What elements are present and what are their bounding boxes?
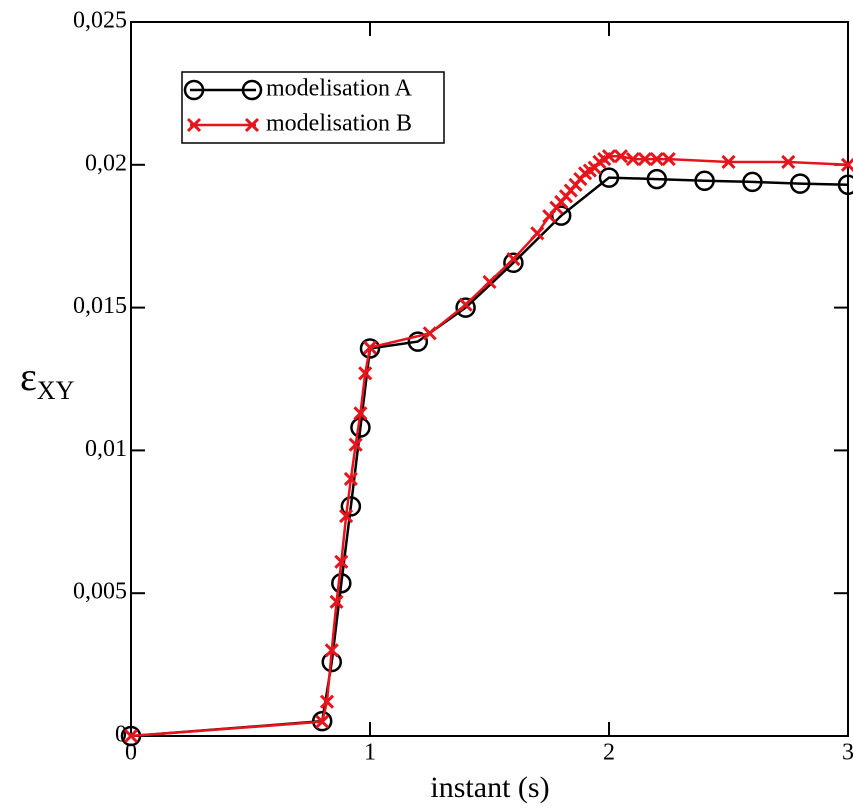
data-point [422,326,437,341]
data-point [694,170,715,192]
data-point [362,340,378,355]
x-axis-label: instant (s) [430,771,549,804]
y-tick-label: 0,02 [85,150,127,176]
data-point [742,171,763,193]
series-line [130,176,849,738]
data-point [601,149,617,164]
legend: modelisation A modelisation B [181,71,445,144]
data-point [637,152,652,167]
legend-marker [244,117,260,133]
data-point [458,297,473,312]
data-point [339,509,354,524]
data-point [324,643,339,658]
legend-box [181,71,445,144]
legend-marker [186,117,202,133]
data-point [455,297,476,318]
y-tick-label: 0,015 [73,293,127,319]
data-point [353,406,368,421]
plot-frame [130,21,849,737]
data-point [482,274,497,289]
data-point [649,152,664,167]
data-point [840,157,853,172]
data-point [407,331,429,352]
data-point [334,554,349,569]
data-point [550,205,572,226]
data-point [781,154,796,170]
data-point [329,594,344,609]
data-point [359,338,381,359]
data-point [721,154,736,170]
series-line [130,154,849,738]
data-point [343,471,358,487]
legend-label: modelisation B [266,111,412,137]
data-point [837,174,853,196]
data-point [358,366,373,381]
legend-label: modelisation A [266,76,413,102]
x-tick-label: 1 [364,740,376,766]
y-axis-label-sub: XY [37,376,75,405]
y-axis-label-main: ε [20,354,37,399]
data-point [646,168,668,190]
data-point [319,694,335,709]
legend-marker [241,79,263,101]
data-point [530,226,545,241]
x-tick-label: 2 [603,740,615,766]
y-tick-label: 0,01 [85,436,127,462]
data-point [331,572,352,594]
x-tick-label: 3 [842,740,853,766]
data-point [348,437,363,452]
data-point [789,173,811,194]
data-point [598,167,620,188]
data-point [340,496,362,517]
y-tick-label: 0,025 [73,8,127,34]
data-point [613,149,629,164]
y-axis-label: εXY [20,354,75,405]
x-tick-label: 0 [125,740,137,766]
data-point [506,251,521,267]
data-point [315,714,330,729]
legend-marker [183,79,205,101]
data-point [661,152,676,167]
data-point [625,152,640,167]
y-tick-label: 0,005 [73,579,127,605]
data-point [503,252,524,274]
data-point [123,728,139,744]
